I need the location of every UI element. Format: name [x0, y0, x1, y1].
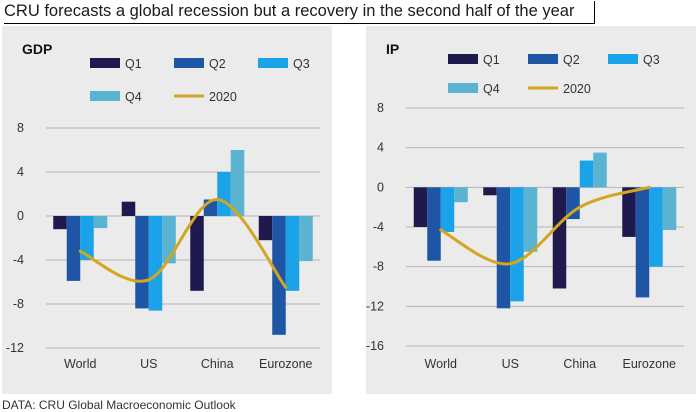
bar-q4: [454, 187, 468, 203]
bar-q3: [80, 216, 94, 260]
category-label: China: [201, 357, 234, 371]
bar-q3: [510, 187, 524, 302]
y-tick-label: -8: [13, 297, 24, 311]
bar-q4: [662, 187, 677, 230]
y-tick-label: 4: [377, 141, 384, 155]
bar-q3: [579, 160, 594, 188]
bar-q1: [622, 187, 636, 237]
category-label: China: [563, 357, 596, 371]
panel-title: IP: [386, 41, 399, 57]
category-label: US: [502, 357, 519, 371]
panel-title: GDP: [22, 41, 52, 57]
legend-label: Q4: [483, 82, 500, 96]
legend-label: Q4: [125, 90, 142, 104]
legend-label: Q2: [209, 57, 226, 71]
bar-q4: [230, 150, 245, 216]
bar-q4: [593, 152, 607, 188]
source-note: DATA: CRU Global Macroeconomic Outlook: [2, 398, 236, 412]
legend-label: 2020: [563, 82, 591, 96]
category-label: World: [64, 357, 96, 371]
line-2020: [439, 185, 651, 266]
bar-q1: [483, 187, 497, 196]
bar-q2: [427, 187, 441, 261]
bar-q2: [66, 216, 81, 281]
y-tick-label: -8: [373, 260, 384, 274]
bar-q3: [440, 187, 455, 232]
y-tick-label: -12: [6, 341, 24, 355]
legend-label: Q3: [293, 57, 310, 71]
bar-q3: [217, 172, 231, 216]
gdp-chart: GDP 8 4 0 -4 -8 -12 World US China Eurozone Q1 Q2 Q3 Q…: [6, 41, 320, 371]
line-2020: [78, 197, 288, 289]
bar-q1: [552, 187, 567, 289]
gdp-panel: GDP 8 4 0 -4 -8 -12 World US China Eurozone Q1 Q2 Q3 Q…: [2, 26, 332, 394]
bar-q4: [523, 187, 538, 252]
bar-q2: [566, 187, 580, 220]
bar-q4: [299, 216, 313, 262]
legend-swatch-q1: [90, 58, 120, 68]
bar-q1: [413, 187, 428, 227]
legend-swatch-q4: [90, 91, 120, 101]
legend-swatch-q1: [448, 54, 478, 64]
legend-label: Q1: [125, 57, 142, 71]
legend-swatch-q2: [174, 58, 204, 68]
bar-q3: [148, 216, 163, 311]
legend-swatch-q2: [528, 54, 558, 64]
y-tick-label: 4: [17, 165, 24, 179]
bar-q1: [121, 201, 136, 216]
bar-q4: [93, 216, 108, 229]
y-tick-label: -4: [373, 220, 384, 234]
y-tick-label: -4: [13, 253, 24, 267]
legend-swatch-q3: [258, 58, 288, 68]
y-tick-label: 8: [17, 121, 24, 135]
bar-q2: [496, 187, 511, 309]
y-tick-label: 8: [377, 101, 384, 115]
category-label: Eurozone: [622, 357, 676, 371]
bar-q1: [190, 216, 204, 291]
legend-swatch-q4: [448, 83, 478, 93]
legend-swatch-q3: [608, 54, 638, 64]
category-label: US: [140, 357, 157, 371]
y-tick-label: 0: [17, 209, 24, 223]
chart-title: CRU forecasts a global recession but a r…: [4, 1, 595, 24]
category-label: Eurozone: [259, 357, 313, 371]
ip-chart: IP 8 4 0 -4 -8 -12 -16 World US China Eurozone Q1 Q2 Q…: [366, 41, 684, 371]
y-tick-label: -12: [366, 299, 384, 313]
ip-panel: IP 8 4 0 -4 -8 -12 -16 World US China Eurozone Q1 Q2 Q…: [366, 26, 696, 394]
category-label: World: [425, 357, 457, 371]
legend-label: 2020: [209, 90, 237, 104]
bar-q3: [649, 187, 663, 267]
bar-q1: [53, 216, 67, 230]
bar-q1: [258, 216, 273, 241]
bar-q3: [285, 216, 300, 291]
legend-label: Q2: [563, 53, 580, 67]
legend-label: Q3: [643, 53, 660, 67]
y-tick-label: -16: [366, 339, 384, 353]
bar-q2: [635, 187, 650, 298]
legend-label: Q1: [483, 53, 500, 67]
bar-q2: [135, 216, 149, 309]
y-tick-label: 0: [377, 180, 384, 194]
